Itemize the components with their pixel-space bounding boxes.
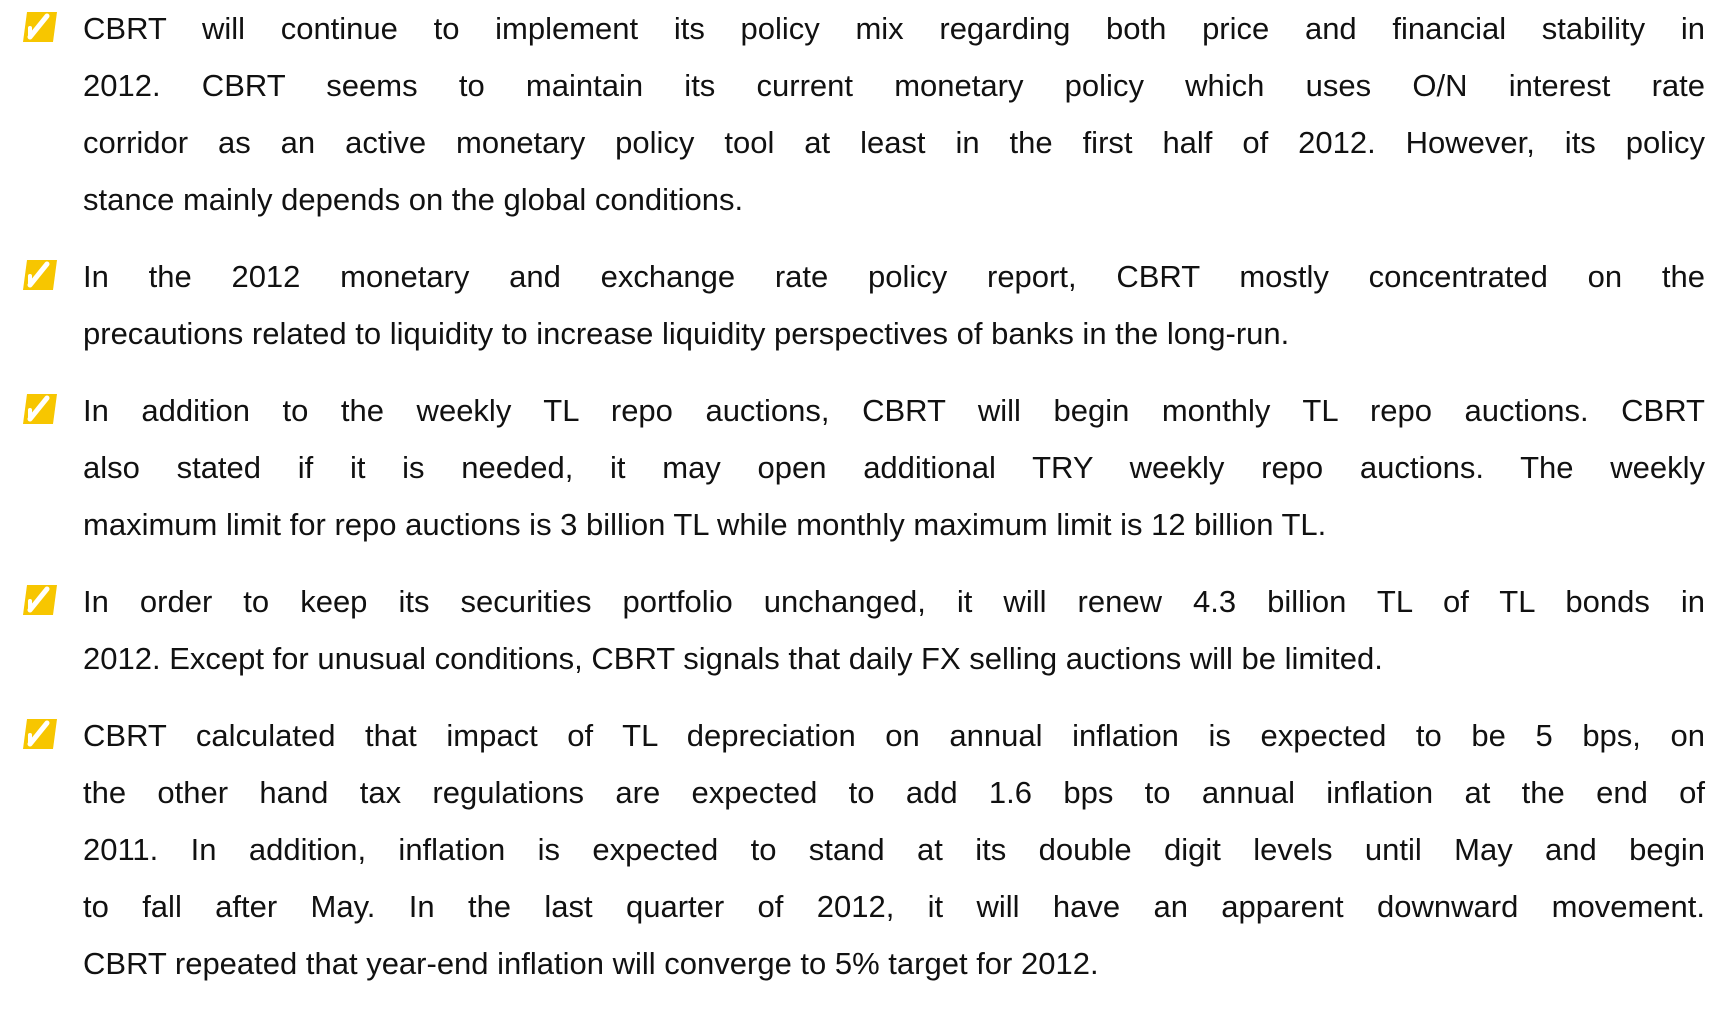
text-line: corridor as an active monetary policy to… xyxy=(83,125,1705,160)
bullet-icon xyxy=(23,585,57,615)
text-line: 2011. In addition, inflation is expected… xyxy=(83,832,1705,867)
text-line: In addition to the weekly TL repo auctio… xyxy=(83,393,1705,428)
text-line: 2012. Except for unusual conditions, CBR… xyxy=(83,641,1383,676)
text-line: CBRT calculated that impact of TL deprec… xyxy=(83,718,1705,753)
bullet-item: In the 2012 monetary and exchange rate p… xyxy=(23,248,1705,362)
bullet-item: CBRT calculated that impact of TL deprec… xyxy=(23,707,1705,992)
text-line: maximum limit for repo auctions is 3 bil… xyxy=(83,507,1327,542)
bullet-item: In order to keep its securities portfoli… xyxy=(23,573,1705,687)
text-line: to fall after May. In the last quarter o… xyxy=(83,889,1705,924)
bullet-icon xyxy=(23,394,57,424)
text-line: CBRT will continue to implement its poli… xyxy=(83,11,1705,46)
text-line: CBRT repeated that year-end inflation wi… xyxy=(83,946,1099,981)
text-line: stance mainly depends on the global cond… xyxy=(83,182,744,217)
text-line: 2012. CBRT seems to maintain its current… xyxy=(83,68,1705,103)
bullet-icon xyxy=(23,260,57,290)
text-line: the other hand tax regulations are expec… xyxy=(83,775,1705,810)
text-line: also stated if it is needed, it may open… xyxy=(83,450,1705,485)
bullet-item: CBRT will continue to implement its poli… xyxy=(23,0,1705,228)
text-line: In order to keep its securities portfoli… xyxy=(83,584,1705,619)
bullet-icon xyxy=(23,12,57,42)
bullet-icon xyxy=(23,719,57,749)
text-line: precautions related to liquidity to incr… xyxy=(83,316,1290,351)
bullet-item: In addition to the weekly TL repo auctio… xyxy=(23,382,1705,553)
text-line: In the 2012 monetary and exchange rate p… xyxy=(83,259,1705,294)
